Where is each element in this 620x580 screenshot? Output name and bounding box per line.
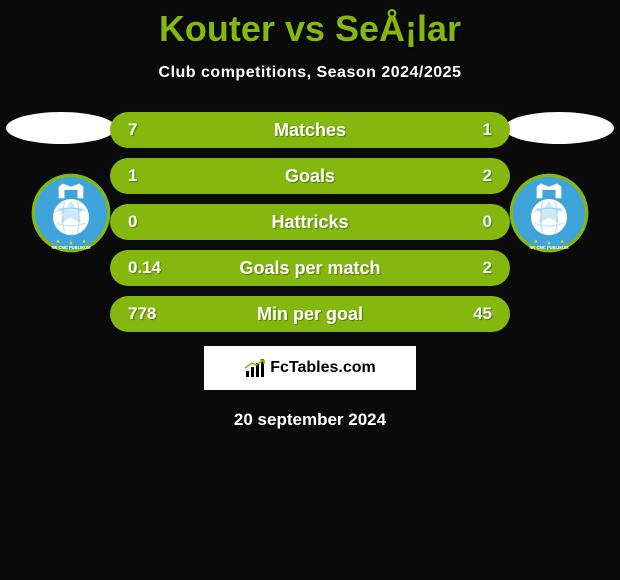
generated-date: 20 september 2024 (0, 410, 620, 430)
stat-left-value: 1 (128, 166, 188, 186)
stat-right-value: 2 (432, 166, 492, 186)
stat-right-value: 1 (432, 120, 492, 140)
stat-left-value: 7 (128, 120, 188, 140)
stat-row: 778 Min per goal 45 (110, 296, 510, 332)
stat-label: Min per goal (257, 304, 363, 325)
comparison-panel: NK CMC PUBLIKUM NK CMC PUBLIKUM (0, 112, 620, 430)
stat-row: 0.14 Goals per match 2 (110, 250, 510, 286)
stat-row: 7 Matches 1 (110, 112, 510, 148)
club-badge-right: NK CMC PUBLIKUM (508, 172, 590, 254)
stat-label: Hattricks (271, 212, 348, 233)
page-title: Kouter vs SeÅ¡lar (0, 0, 620, 50)
club-badge-left: NK CMC PUBLIKUM (30, 172, 112, 254)
stat-label: Goals per match (239, 258, 380, 279)
stat-label: Goals (285, 166, 335, 187)
brand-label: FcTables.com (270, 359, 376, 377)
stat-left-value: 778 (128, 304, 188, 324)
svg-text:NK CMC PUBLIKUM: NK CMC PUBLIKUM (529, 245, 569, 250)
stat-right-value: 45 (432, 304, 492, 324)
subtitle: Club competitions, Season 2024/2025 (0, 64, 620, 82)
ellipse-decor-right (504, 112, 614, 144)
stat-right-value: 0 (432, 212, 492, 232)
stat-row: 0 Hattricks 0 (110, 204, 510, 240)
ellipse-decor-left (6, 112, 116, 144)
stat-row: 1 Goals 2 (110, 158, 510, 194)
stat-label: Matches (274, 120, 346, 141)
chart-icon (244, 357, 266, 379)
stats-list: 7 Matches 1 1 Goals 2 0 Hattricks 0 0.14… (110, 112, 510, 332)
stat-left-value: 0.14 (128, 258, 188, 278)
svg-text:NK CMC PUBLIKUM: NK CMC PUBLIKUM (51, 245, 91, 250)
stat-left-value: 0 (128, 212, 188, 232)
stat-right-value: 2 (432, 258, 492, 278)
brand-box[interactable]: FcTables.com (204, 346, 416, 390)
